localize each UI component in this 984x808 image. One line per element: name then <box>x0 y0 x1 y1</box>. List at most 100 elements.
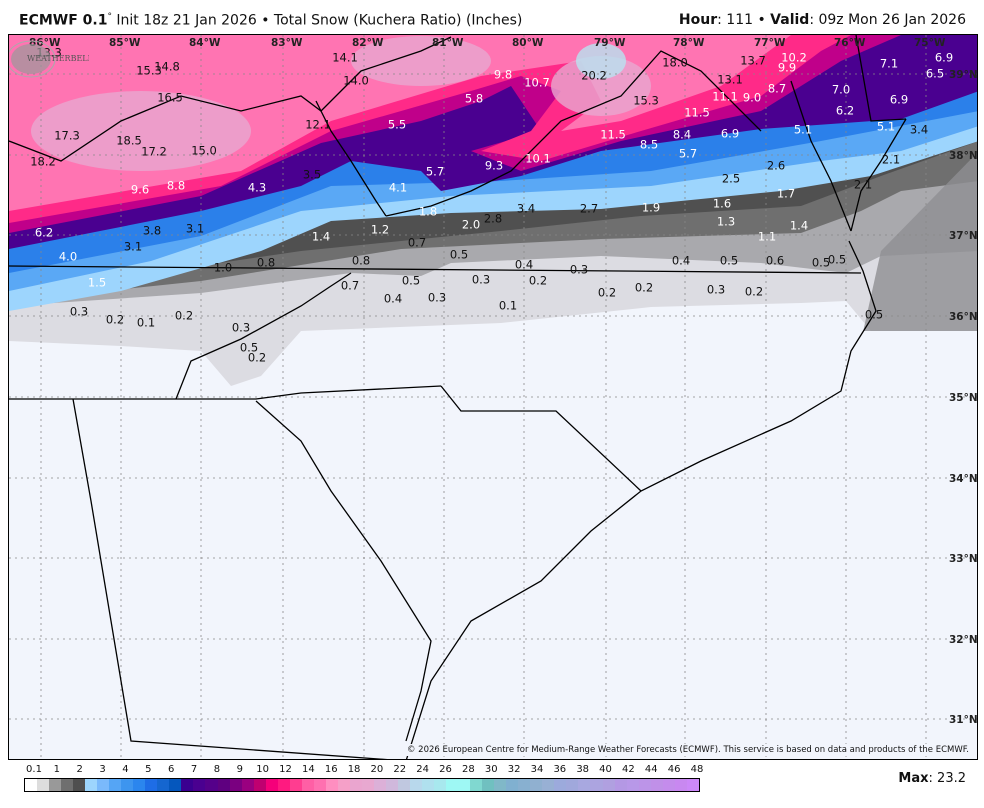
snow-value-label: 0.5 <box>402 274 420 288</box>
snow-value-label: 6.9 <box>890 93 908 107</box>
snow-value-label: 7.1 <box>880 57 898 71</box>
snow-value-label: 6.2 <box>836 104 854 118</box>
colorbar-swatch <box>217 779 230 791</box>
snow-value-label: 3.4 <box>517 202 535 216</box>
colorbar-swatch <box>361 779 374 791</box>
colorbar-swatch <box>337 779 350 791</box>
longitude-label: 81°W <box>432 37 464 49</box>
snow-value-label: 0.3 <box>70 305 88 319</box>
colorbar-swatch <box>325 779 338 791</box>
max-label: Max <box>898 771 929 786</box>
colorbar-swatch <box>157 779 170 791</box>
snow-value-label: 0.5 <box>450 248 468 262</box>
snow-value-label: 3.5 <box>303 168 321 182</box>
ky-wv-border <box>315 100 387 217</box>
colorbar-label: 6 <box>167 764 175 775</box>
valid-label: Valid <box>770 12 810 28</box>
snow-value-label: 0.3 <box>472 273 490 287</box>
snow-value-label: 6.9 <box>935 51 953 65</box>
colorbar-swatch <box>265 779 278 791</box>
colorbar-swatch <box>205 779 218 791</box>
snow-value-label: 11.5 <box>600 128 626 142</box>
ga-sc-border <box>255 400 432 742</box>
snow-value-label: 12.1 <box>305 118 331 132</box>
snow-value-label: 13.7 <box>740 54 766 68</box>
colorbar-swatch <box>241 779 254 791</box>
latitude-label: 31°N <box>949 714 978 726</box>
snow-value-label: 0.5 <box>828 253 846 267</box>
longitude-label: 79°W <box>594 37 626 49</box>
longitude-label: 75°W <box>914 37 946 49</box>
model-name: ECMWF 0.1 <box>19 12 108 29</box>
svg-text:WEATHERBELL: WEATHERBELL <box>27 54 89 63</box>
longitude-label: 83°W <box>271 37 303 49</box>
colorbar-label: 26 <box>439 764 452 775</box>
snow-blob-14-18 <box>551 56 651 116</box>
snow-value-label: 2.1 <box>882 153 900 167</box>
latitude-label: 33°N <box>949 553 978 565</box>
snow-value-label: 2.8 <box>484 212 502 226</box>
snow-value-label: 4.1 <box>389 181 407 195</box>
snow-value-label: 17.3 <box>54 129 80 143</box>
snow-value-label: 1.4 <box>790 219 808 233</box>
snow-value-label: 20.2 <box>581 69 607 83</box>
colorbar-swatch <box>686 779 699 791</box>
snow-value-label: 18.0 <box>662 56 688 70</box>
snow-blob-20-24 <box>576 43 626 79</box>
colorbar-swatch <box>97 779 110 791</box>
snow-value-label: 10.1 <box>525 152 551 166</box>
snow-value-label: 6.5 <box>926 67 944 81</box>
colorbar-label: 32 <box>507 764 521 775</box>
degree-symbol: ° <box>107 12 112 22</box>
snow-value-label: 8.4 <box>673 128 691 142</box>
colorbar-label: 3 <box>99 764 106 775</box>
snow-value-label: 10.2 <box>781 51 807 65</box>
colorbar-swatch <box>626 779 639 791</box>
valid-value: : 09z Mon 26 Jan 2026 <box>809 12 966 28</box>
snow-value-label: 8.7 <box>768 82 786 96</box>
max-value: Max: 23.2 <box>898 771 966 786</box>
snow-value-label: 0.2 <box>106 313 124 327</box>
colorbar-label: 34 <box>530 764 544 775</box>
colorbar-label: 22 <box>393 764 407 775</box>
md-de-border <box>855 35 907 122</box>
snow-value-label: 1.1 <box>758 230 776 244</box>
colorbar-label: 8 <box>213 764 221 775</box>
snow-value-label: 8.8 <box>167 179 185 193</box>
colorbar-swatch <box>289 779 302 791</box>
snow-value-label: 1.7 <box>777 187 795 201</box>
snow-value-label: 6.9 <box>721 127 739 141</box>
snow-value-label: 8.5 <box>640 138 658 152</box>
latitude-label: 36°N <box>949 311 978 323</box>
snow-value-label: 15.3 <box>136 64 162 78</box>
colorbar-label: 18 <box>347 764 361 775</box>
snow-value-label: 9.9 <box>778 61 796 75</box>
longitude-label: 82°W <box>352 37 384 49</box>
init-and-product: Init 18z 21 Jan 2026 • Total Snow (Kuche… <box>111 12 523 29</box>
snow-value-label: 3.4 <box>910 123 928 137</box>
longitude-label: 85°W <box>109 37 141 49</box>
colorbar-label: 5 <box>145 764 152 775</box>
va-nc-border <box>9 265 862 274</box>
snow-value-label: 0.4 <box>672 254 690 268</box>
colorbar-label: 2 <box>76 764 83 775</box>
colorbar-swatch <box>422 779 435 791</box>
snow-value-label: 0.2 <box>175 309 193 323</box>
hour-value: : 111 • <box>717 12 771 28</box>
snow-value-label: 15.0 <box>191 144 217 158</box>
snow-value-label: 17.2 <box>141 145 167 159</box>
colorbar-swatch <box>349 779 362 791</box>
snow-value-label: 0.1 <box>137 316 155 330</box>
latitude-label: 39°N <box>949 69 978 81</box>
longitude-label: 77°W <box>754 37 786 49</box>
colorbar-swatch <box>397 779 410 791</box>
colorbar-swatch <box>434 779 447 791</box>
colorbar-label: 7 <box>190 764 198 775</box>
colorbar-swatch <box>482 779 495 791</box>
colorbar-swatch <box>590 779 603 791</box>
colorbar-swatch <box>446 779 459 791</box>
snow-blob-14-18 <box>31 91 251 171</box>
colorbar-swatch <box>73 779 86 791</box>
snow-value-label: 6.2 <box>35 226 53 240</box>
snow-value-label: 0.3 <box>428 291 446 305</box>
